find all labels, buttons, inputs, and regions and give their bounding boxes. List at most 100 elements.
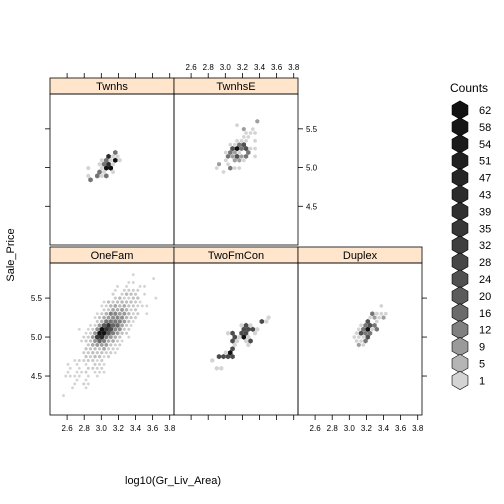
hex-bin: [89, 331, 92, 335]
hex-bin: [89, 354, 93, 359]
hex-bin: [115, 315, 120, 320]
hex-bin: [93, 354, 97, 359]
hex-bin: [116, 347, 119, 351]
legend-label: 58: [479, 122, 491, 134]
legend-label: 12: [479, 325, 491, 337]
hex-bin: [106, 339, 111, 343]
hex-bin: [248, 323, 253, 328]
hex-bin: [91, 366, 95, 371]
hex-bin: [239, 146, 244, 152]
hex-bin: [136, 288, 140, 292]
strip-label: OneFam: [91, 250, 134, 262]
hex-bin: [127, 311, 131, 316]
legend-label: 47: [479, 173, 491, 185]
hex-bin: [221, 169, 226, 175]
hex-bin: [84, 362, 88, 366]
hex-bin: [95, 312, 99, 316]
hex-bin: [68, 366, 72, 370]
hex-bin: [93, 338, 97, 344]
strip-label: TwoFmCon: [208, 250, 264, 262]
legend-hex: [451, 151, 469, 171]
hex-bin: [95, 366, 99, 370]
hex-bin: [243, 146, 249, 152]
hex-bin: [243, 153, 249, 159]
legend-title: Counts: [450, 81, 488, 95]
hex-bin: [93, 346, 97, 351]
hex-bin: [100, 311, 104, 316]
hex-bin: [237, 334, 242, 340]
hex-bin: [113, 343, 117, 347]
panel-twnhse: TwnhsE: [173, 77, 299, 246]
hex-bin: [365, 334, 371, 340]
hex-bin: [110, 322, 116, 328]
y-tick-label: 5.0: [31, 333, 43, 342]
hex-bin: [239, 138, 244, 143]
hex-bin: [120, 323, 124, 328]
y-tick-label: 5.0: [306, 164, 318, 173]
hex-bin: [111, 161, 115, 167]
hex-bin: [228, 165, 233, 171]
hex-bin: [124, 315, 129, 320]
hex-bin: [235, 138, 239, 143]
hex-bins: [215, 118, 260, 175]
hex-bin: [107, 347, 111, 351]
hex-bins: [352, 303, 388, 348]
legend-label: 43: [479, 190, 491, 202]
hex-bin: [93, 370, 97, 374]
hex-bin: [86, 335, 90, 339]
legend-hex: [451, 134, 469, 154]
hex-bin: [113, 149, 118, 156]
hex-bin: [215, 166, 219, 171]
hex-bin: [120, 307, 124, 312]
x-tick-label: 2.8: [203, 63, 215, 72]
hex-bin: [108, 311, 113, 317]
hex-bin: [88, 339, 93, 343]
x-tick-label: 2.6: [310, 424, 322, 433]
hex-bin: [232, 342, 237, 348]
hex-bin: [118, 296, 122, 300]
x-tick-label: 3.6: [271, 63, 283, 72]
hex-bin: [102, 370, 106, 374]
hex-bins: [86, 149, 122, 183]
hex-bin: [361, 335, 366, 340]
hex-bin: [127, 304, 131, 308]
axes: 2.6 2.8 3.0 3.2 3.4 3.6 3.8 2.6 2.8 3.0 3.2 3.4 3.6 3…: [31, 63, 427, 433]
x-axis-top-col1: [66, 73, 171, 78]
hex-bin: [95, 327, 100, 332]
hex-bin: [84, 339, 88, 343]
hex-bin: [361, 326, 366, 332]
hex-bin: [134, 308, 138, 312]
hex-bin: [361, 342, 366, 347]
hex-bin: [91, 342, 95, 347]
hex-bin: [125, 323, 129, 328]
hex-bin: [97, 330, 102, 336]
hex-bin: [232, 157, 237, 163]
hex-bin: [241, 326, 247, 332]
hex-bin: [384, 311, 388, 316]
hex-bin: [88, 347, 93, 351]
hex-bin: [251, 127, 255, 132]
hex-bin: [253, 146, 257, 151]
legend-label: 1: [479, 375, 485, 387]
hex-bin: [90, 334, 95, 340]
x-axis-title: log10(Gr_Liv_Area): [125, 475, 221, 487]
hex-bin: [253, 138, 257, 143]
hex-bin: [370, 311, 375, 317]
hex-bin: [108, 334, 113, 340]
hex-bin: [246, 149, 251, 156]
x-axis-bottom-col2: [190, 415, 295, 420]
hex-bin: [99, 173, 104, 179]
hex-bin: [131, 319, 135, 324]
hex-bin: [104, 342, 109, 348]
hex-bin: [134, 315, 138, 320]
hex-bin: [379, 311, 384, 316]
hex-bin: [127, 335, 131, 339]
hex-bin: [97, 161, 102, 167]
hex-bin: [125, 331, 129, 335]
hex-bin: [62, 394, 65, 398]
hex-bin: [131, 304, 135, 308]
hex-bin: [101, 322, 107, 328]
y-axis-right-row2: [422, 297, 427, 377]
hex-bin: [73, 374, 77, 378]
hex-bin: [232, 334, 238, 340]
